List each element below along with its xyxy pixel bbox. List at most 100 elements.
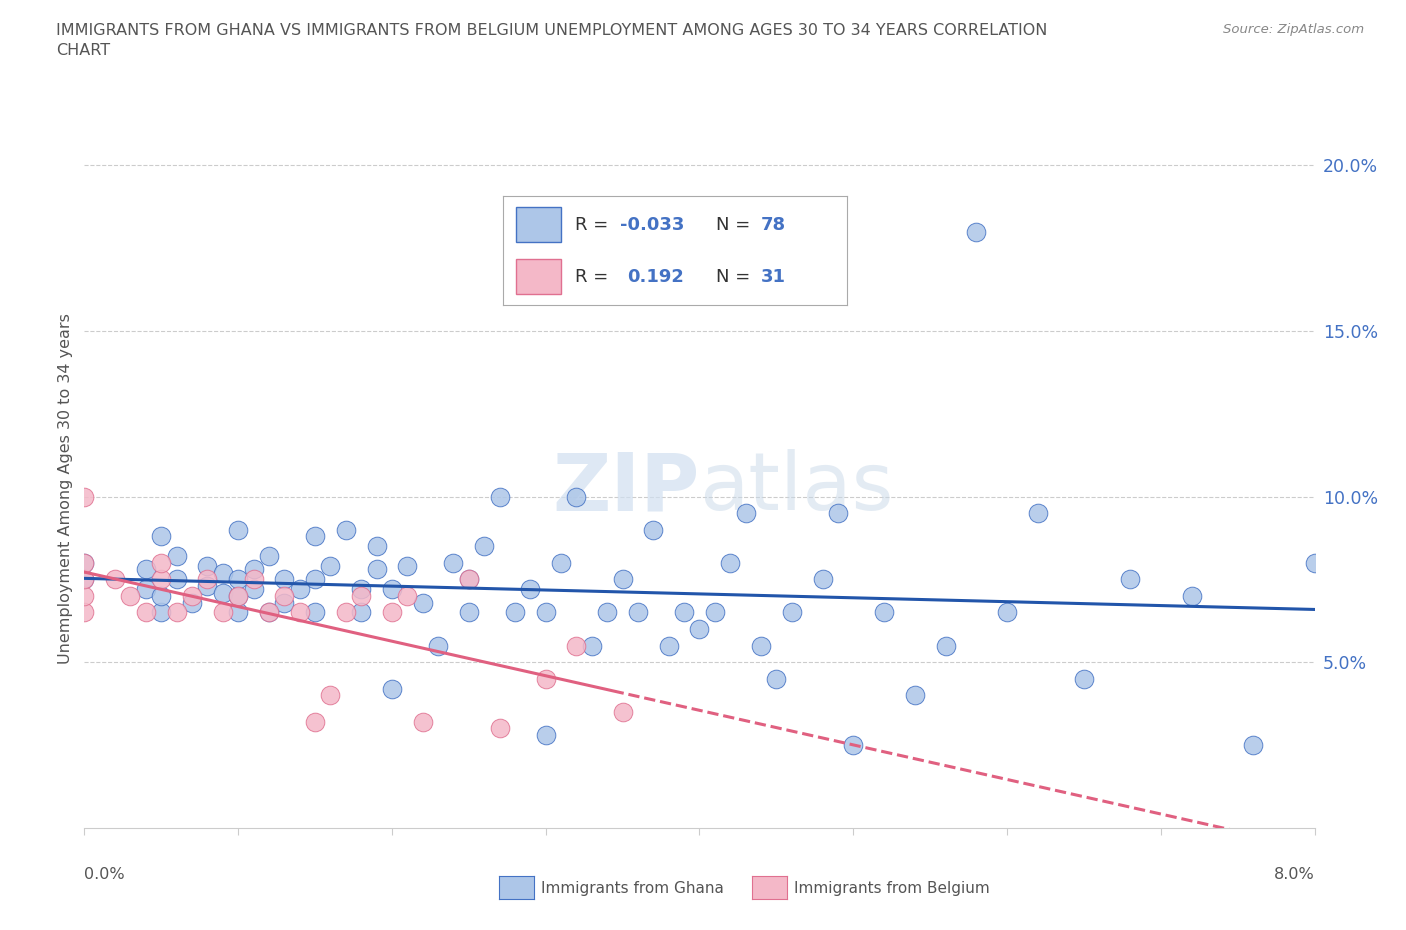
Point bbox=[935, 638, 957, 653]
Point bbox=[166, 549, 188, 564]
Point bbox=[381, 605, 404, 620]
Point bbox=[780, 605, 803, 620]
Point bbox=[257, 605, 280, 620]
Point bbox=[120, 589, 142, 604]
Point bbox=[242, 572, 264, 587]
Point bbox=[288, 605, 311, 620]
Point bbox=[396, 589, 419, 604]
Point bbox=[873, 605, 896, 620]
Text: IMMIGRANTS FROM GHANA VS IMMIGRANTS FROM BELGIUM UNEMPLOYMENT AMONG AGES 30 TO 3: IMMIGRANTS FROM GHANA VS IMMIGRANTS FROM… bbox=[56, 23, 1047, 58]
Point bbox=[181, 595, 204, 610]
Text: 0.0%: 0.0% bbox=[84, 868, 125, 883]
Bar bbox=[516, 259, 561, 294]
Text: -0.033: -0.033 bbox=[620, 216, 685, 233]
Point bbox=[211, 605, 233, 620]
Point bbox=[381, 681, 404, 696]
Point bbox=[503, 605, 526, 620]
Point bbox=[366, 562, 388, 577]
Point bbox=[673, 605, 696, 620]
Point bbox=[319, 688, 342, 703]
Point bbox=[1241, 737, 1264, 752]
Point bbox=[73, 605, 96, 620]
Point bbox=[350, 605, 373, 620]
Point bbox=[166, 572, 188, 587]
Point bbox=[703, 605, 725, 620]
Point bbox=[457, 572, 479, 587]
Text: R =: R = bbox=[575, 268, 614, 286]
Point bbox=[596, 605, 619, 620]
Text: 8.0%: 8.0% bbox=[1274, 868, 1315, 883]
Point bbox=[1026, 506, 1049, 521]
Point bbox=[257, 605, 280, 620]
Point bbox=[1303, 555, 1326, 570]
Point bbox=[689, 621, 711, 636]
Point bbox=[658, 638, 681, 653]
Point bbox=[150, 555, 173, 570]
Point bbox=[350, 582, 373, 597]
Point bbox=[488, 489, 510, 504]
Point bbox=[1073, 671, 1095, 686]
Point bbox=[319, 559, 342, 574]
Point bbox=[443, 555, 465, 570]
Point bbox=[73, 589, 96, 604]
Point bbox=[135, 562, 157, 577]
Point bbox=[335, 605, 357, 620]
Text: Immigrants from Ghana: Immigrants from Ghana bbox=[541, 881, 724, 896]
Point bbox=[472, 538, 495, 553]
Point bbox=[226, 589, 249, 604]
Point bbox=[150, 605, 173, 620]
Bar bbox=[516, 207, 561, 242]
Point bbox=[73, 572, 96, 587]
Point bbox=[534, 671, 557, 686]
Point bbox=[581, 638, 603, 653]
Point bbox=[488, 721, 510, 736]
Point bbox=[166, 605, 188, 620]
Point bbox=[396, 559, 419, 574]
Point bbox=[226, 605, 249, 620]
Point bbox=[643, 523, 665, 538]
Point bbox=[273, 595, 295, 610]
Point bbox=[181, 589, 204, 604]
Point bbox=[612, 704, 634, 719]
Point bbox=[565, 489, 588, 504]
Point bbox=[226, 572, 249, 587]
Point bbox=[550, 555, 572, 570]
Point bbox=[150, 589, 173, 604]
Point bbox=[534, 727, 557, 742]
Point bbox=[718, 555, 741, 570]
Text: N =: N = bbox=[716, 268, 756, 286]
Point bbox=[811, 572, 834, 587]
Point bbox=[627, 605, 650, 620]
Text: 31: 31 bbox=[761, 268, 786, 286]
Point bbox=[519, 582, 541, 597]
Point bbox=[1119, 572, 1142, 587]
Point bbox=[257, 549, 280, 564]
Point bbox=[457, 605, 479, 620]
Point bbox=[412, 714, 434, 729]
Point bbox=[211, 585, 233, 600]
Point bbox=[427, 638, 450, 653]
Point bbox=[150, 572, 173, 587]
Point bbox=[350, 589, 373, 604]
Point bbox=[73, 572, 96, 587]
Point bbox=[457, 572, 479, 587]
Point bbox=[273, 572, 295, 587]
Point bbox=[73, 489, 96, 504]
Point bbox=[904, 688, 927, 703]
Point bbox=[965, 224, 987, 239]
Point bbox=[242, 562, 264, 577]
Point bbox=[1181, 589, 1204, 604]
Point bbox=[135, 582, 157, 597]
Point bbox=[242, 582, 264, 597]
Point bbox=[612, 572, 634, 587]
Point bbox=[197, 559, 219, 574]
Point bbox=[211, 565, 233, 580]
Point bbox=[304, 605, 326, 620]
Point bbox=[104, 572, 127, 587]
Point bbox=[73, 555, 96, 570]
Point bbox=[197, 572, 219, 587]
Point bbox=[226, 589, 249, 604]
Point bbox=[995, 605, 1018, 620]
Point bbox=[412, 595, 434, 610]
Point bbox=[288, 582, 311, 597]
